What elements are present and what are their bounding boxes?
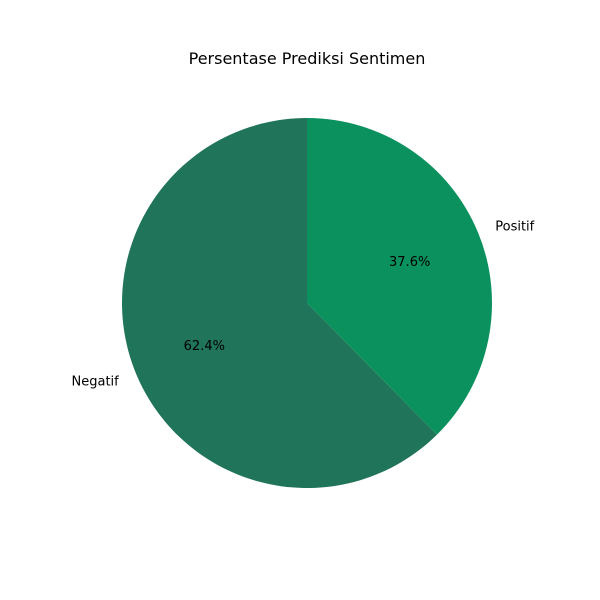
pie-slice-negatif: [122, 118, 437, 488]
slice-label-negatif: Negatif: [72, 374, 120, 389]
pct-label-negatif: 62.4%: [184, 339, 225, 354]
slice-label-positif: Positif: [495, 220, 534, 235]
pie-slices: [122, 118, 492, 488]
pct-label-positif: 37.6%: [389, 255, 430, 270]
chart-title: Persentase Prediksi Sentimen: [189, 49, 426, 68]
pie-slice-positif: [307, 118, 492, 435]
pie-labels: Negatif 62.4% Positif 37.6%: [72, 220, 535, 390]
